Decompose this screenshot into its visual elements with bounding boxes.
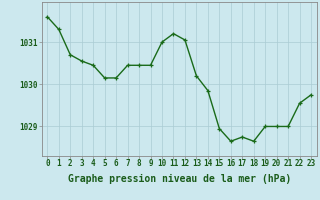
X-axis label: Graphe pression niveau de la mer (hPa): Graphe pression niveau de la mer (hPa): [68, 174, 291, 184]
